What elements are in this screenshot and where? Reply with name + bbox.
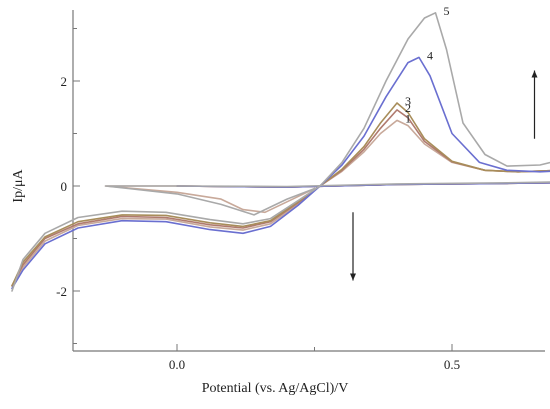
curve-label-5: 5 xyxy=(444,4,450,18)
y-axis-title: Ip/μA xyxy=(11,169,26,203)
curve-4 xyxy=(11,56,550,290)
curve-3 xyxy=(11,102,550,287)
curve-label-4: 4 xyxy=(427,48,433,62)
curve-labels: 123 4 5 xyxy=(405,4,450,126)
y-tick-label: 0 xyxy=(61,179,68,194)
x-tick-label: 0.5 xyxy=(444,357,460,372)
curve-5 xyxy=(11,12,550,292)
curve-2 xyxy=(11,109,550,287)
arrows xyxy=(350,70,538,281)
y-tick-label: 2 xyxy=(61,74,68,89)
axes: 20-20.00.51.0 xyxy=(56,10,545,372)
arrow-down-head xyxy=(350,273,356,281)
y-tick-label: -2 xyxy=(56,284,67,299)
curve-label-1: 1 xyxy=(405,111,411,125)
x-axis-title: Potential (vs. Ag/AgCl)/V xyxy=(202,381,349,396)
x-tick-label: 0.0 xyxy=(169,357,185,372)
arrow-up-head xyxy=(531,70,538,78)
curve-label-3: 3 xyxy=(405,94,411,108)
curve-1 xyxy=(11,119,550,287)
curve-label-2: 2 xyxy=(405,101,411,115)
curves xyxy=(11,12,550,292)
